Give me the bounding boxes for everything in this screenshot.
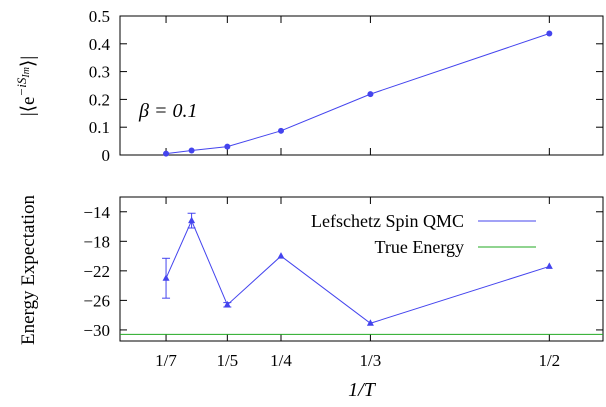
bottom-ytick-label: −30 <box>83 321 110 340</box>
lefschetz-data-point <box>162 274 170 281</box>
top-data-point <box>188 147 195 154</box>
legend: Lefschetz Spin QMC True Energy <box>311 211 536 257</box>
top-panel: 0 0.1 0.2 0.3 0.4 0.5 |⟨e−iSIm⟩| β = 0.1 <box>14 7 604 165</box>
xtick-label: 1/7 <box>155 351 177 370</box>
top-data-point <box>224 143 231 150</box>
top-ytick-label: 0.1 <box>89 118 110 137</box>
xlabel: 1/T <box>348 379 377 401</box>
top-ytick-label: 0.2 <box>89 90 110 109</box>
bottom-plot-frame <box>119 196 604 342</box>
xtick-label: 1/3 <box>360 351 382 370</box>
top-data-point <box>278 127 284 134</box>
top-ytick-label: 0 <box>102 146 111 165</box>
lefschetz-data-point <box>545 262 553 269</box>
xtick-label: 1/4 <box>270 351 292 370</box>
top-ylabel: |⟨e−iSIm⟩| <box>14 56 39 116</box>
bottom-ytick-label: −22 <box>83 262 110 281</box>
top-ytick-label: 0.3 <box>89 63 110 82</box>
legend-label-true-energy: True Energy <box>375 237 465 257</box>
beta-annotation: β = 0.1 <box>138 100 197 122</box>
lefschetz-data-point <box>223 300 231 308</box>
lefschetz-data-point <box>277 252 285 259</box>
lefschetz-series-line <box>165 219 550 324</box>
bottom-ytick-label: −14 <box>83 203 110 222</box>
top-data-point <box>546 30 553 37</box>
bottom-panel: −30 −26 −22 −18 −14 1/7 1/5 1/4 1/3 1/2 Energy Exp… <box>18 194 604 401</box>
top-data-point <box>163 150 170 157</box>
lefschetz-data-point <box>188 216 196 224</box>
top-ytick-label: 0.5 <box>89 7 110 26</box>
bottom-ytick-label: −18 <box>83 232 110 251</box>
top-data-point <box>367 91 374 98</box>
bottom-ytick-label: −26 <box>83 291 110 310</box>
top-series-line <box>165 33 550 155</box>
xtick-label: 1/2 <box>538 351 560 370</box>
top-plot-frame <box>119 15 604 156</box>
xtick-label: 1/5 <box>216 351 238 370</box>
legend-label-lefschetz: Lefschetz Spin QMC <box>311 211 464 231</box>
top-ytick-label: 0.4 <box>89 35 111 54</box>
bottom-ylabel: Energy Expectation <box>18 194 39 345</box>
lefschetz-data-point <box>366 319 374 326</box>
